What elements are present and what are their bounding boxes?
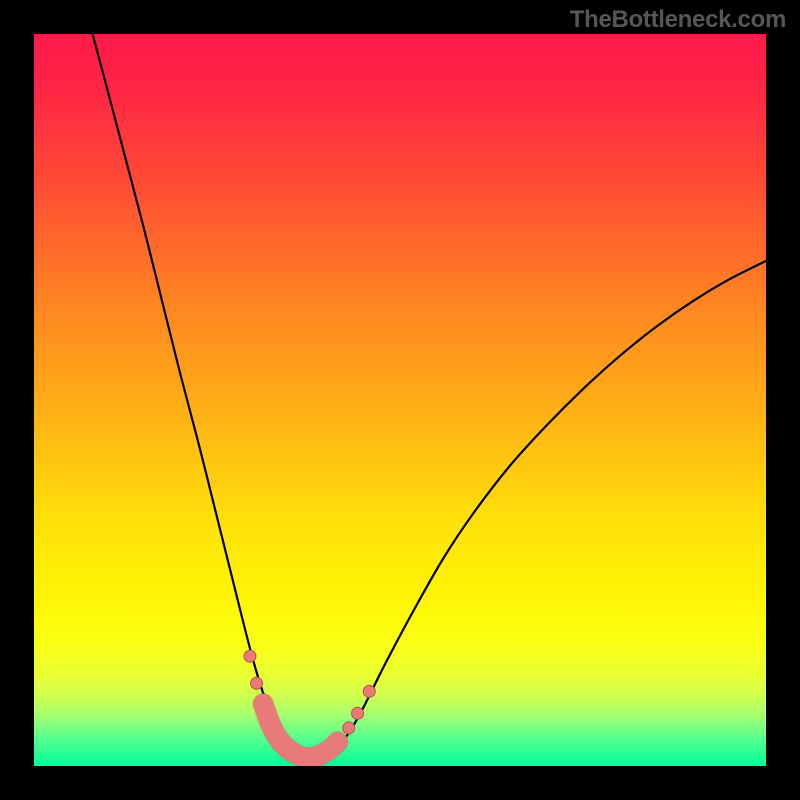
track-dot — [244, 650, 256, 662]
watermark-text: TheBottleneck.com — [570, 6, 786, 34]
bottleneck-curve-chart — [34, 34, 766, 766]
chart-background — [34, 34, 766, 766]
track-dot — [363, 685, 375, 697]
track-dot — [352, 707, 364, 719]
track-dot — [251, 677, 263, 689]
track-dot — [343, 722, 355, 734]
